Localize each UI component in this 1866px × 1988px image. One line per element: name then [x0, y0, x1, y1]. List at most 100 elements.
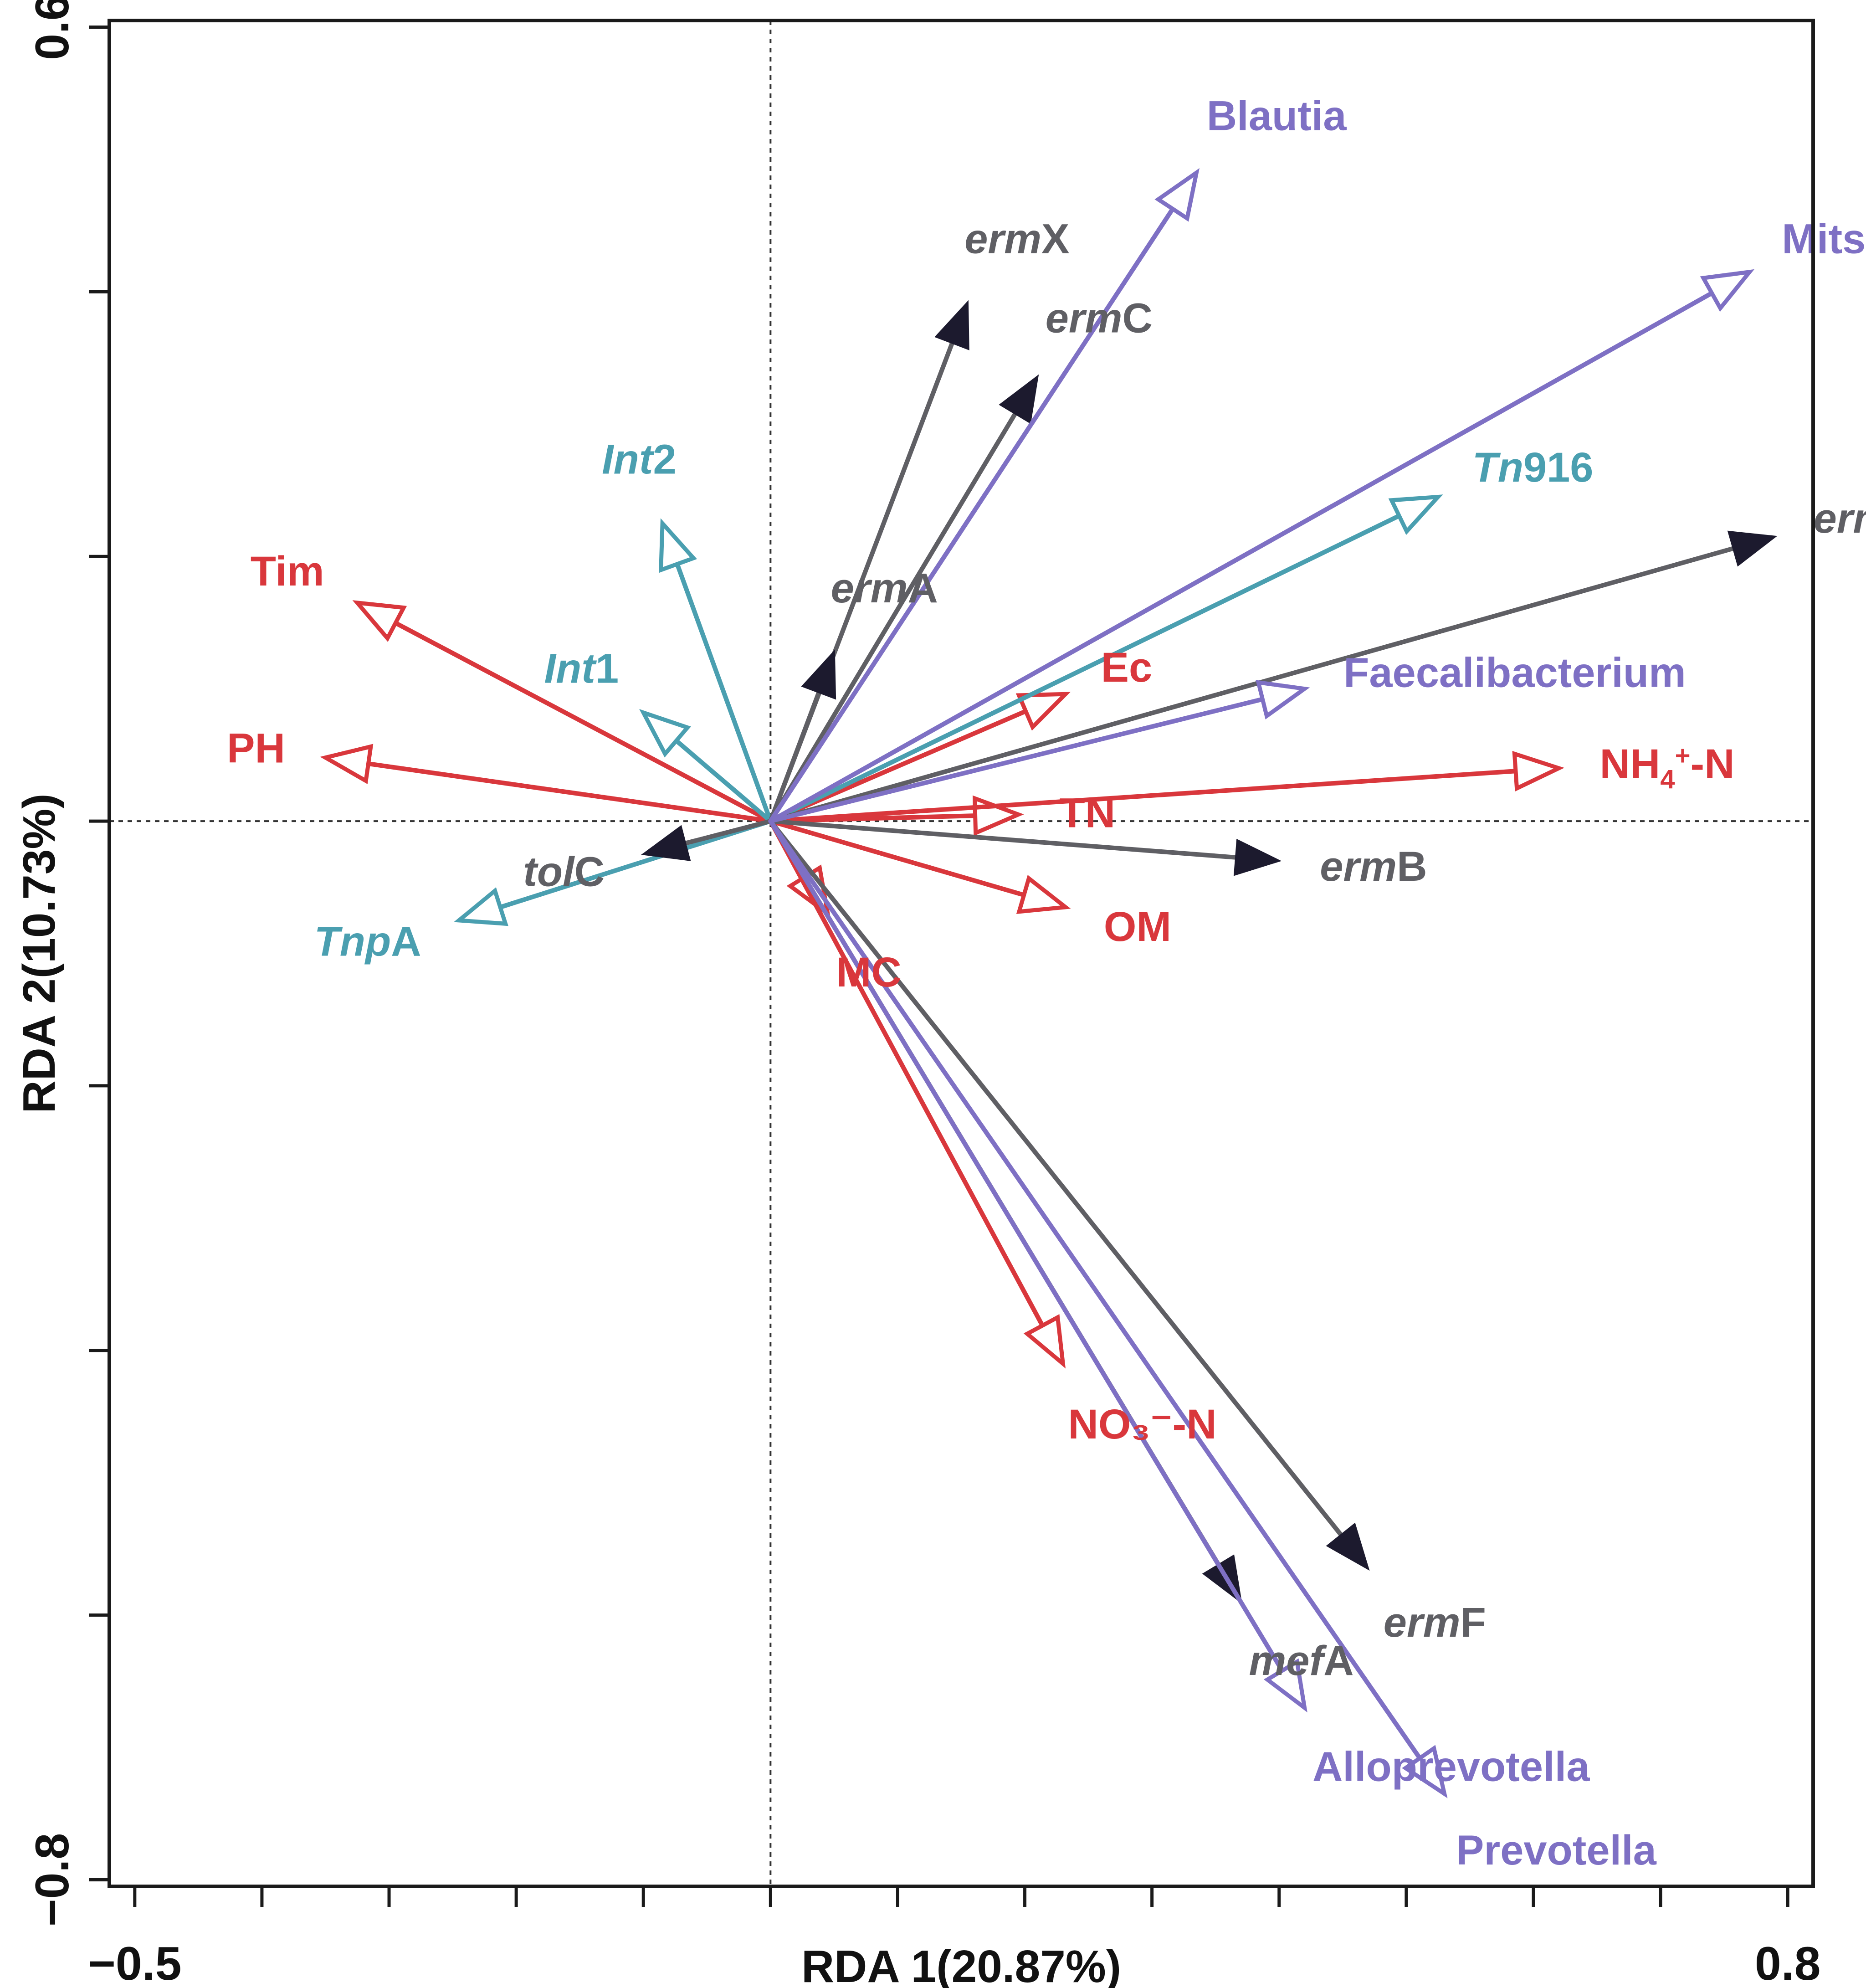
vector-label-alloprevotella: Alloprevotella — [1312, 1743, 1590, 1790]
axis-ticks — [89, 26, 1789, 1907]
arrowhead-nh — [1512, 751, 1564, 792]
vector-label-ec: Ec — [1101, 644, 1153, 691]
arrowhead-blautia — [1154, 168, 1200, 222]
y-axis-title: RDA 2(10.73%) — [14, 793, 65, 1113]
vector-line-faecalibacterium — [768, 697, 1265, 824]
vector-line-int2 — [675, 561, 773, 824]
vector-label-ermc: ermC — [1046, 295, 1153, 342]
vector-label-om: OM — [1104, 904, 1171, 950]
arrowhead-tolc — [641, 825, 691, 861]
arrowhead-ermx — [934, 300, 969, 350]
vector-label-mitsuokella: Mitsuokella — [1782, 216, 1866, 262]
vector-line-prevotella — [768, 819, 1422, 1761]
vector-line-tnpa — [498, 819, 773, 910]
vector-line-tolc — [683, 819, 773, 846]
vector-label-erma: ermA — [831, 565, 938, 611]
x-tick-label-max: 0.8 — [1755, 1937, 1821, 1988]
vector-line-erma — [768, 690, 821, 824]
arrowhead-no-n — [1023, 1314, 1066, 1369]
vector-int2 — [659, 518, 773, 824]
vector-line-ermc — [768, 411, 1018, 824]
arrowhead-alloprevotella — [1263, 1658, 1307, 1713]
vector-label-mc: MC — [836, 949, 902, 996]
vector-label-int2: Int2 — [602, 437, 677, 483]
y-tick-label-min: −0.8 — [26, 1833, 79, 1926]
vector-line-ermb — [768, 819, 1239, 860]
arrowhead-mitsuokella — [1700, 269, 1755, 312]
arrowhead-ermf — [1326, 1522, 1370, 1571]
vector-label-tn916: Tn916 — [1472, 444, 1594, 491]
x-tick-label-min: −0.5 — [88, 1937, 181, 1988]
arrowhead-ermc — [999, 374, 1039, 424]
arrowhead-prevotella — [1402, 1745, 1448, 1798]
arrowhead-ph — [320, 744, 374, 784]
vector-line-tim — [393, 621, 773, 824]
vector-label-mefa: mefA — [1249, 1638, 1353, 1684]
vector-label-tim: Tim — [251, 548, 324, 595]
vector-prevotella — [768, 819, 1448, 1798]
vector-tnpa — [453, 819, 773, 926]
y-tick-label-max: 0.6 — [26, 0, 79, 60]
arrowhead-ec — [1015, 692, 1071, 731]
vector-line-alloprevotella — [768, 819, 1285, 1673]
vector-label-prevotella: Prevotella — [1456, 1827, 1657, 1874]
vector-line-no-n — [768, 819, 1045, 1328]
vector-label-ermx: ermX — [964, 216, 1069, 262]
vector-nh — [768, 751, 1564, 824]
vector-label-tolc: tolC — [523, 848, 605, 895]
vector-line-tn916 — [768, 514, 1402, 824]
vector-faecalibacterium — [768, 680, 1310, 824]
vector-alloprevotella — [768, 819, 1307, 1713]
x-axis-title: RDA 1(20.87%) — [801, 1941, 1121, 1988]
vector-label-ermf: ermF — [1384, 1599, 1486, 1646]
plot-frame — [108, 19, 1815, 1888]
vector-line-om — [768, 819, 1026, 898]
vector-blautia — [768, 168, 1200, 824]
vector-label-no-n: NO₃⁻-N — [1068, 1401, 1216, 1448]
tick-labels: −0.5 0.8 0.6 −0.8 — [26, 0, 1820, 1988]
vector-label-ph: PH — [227, 725, 285, 771]
arrowhead-ermq — [1727, 530, 1778, 567]
vector-label-nh: NH4+-N — [1599, 741, 1734, 794]
vector-label-layer: Tim PH Ec TN NH4+-N OM MC NO₃⁻-N Int2 Int1 TnpA Tn9… — [227, 93, 1866, 1874]
vector-label-ermb: ermB — [1320, 843, 1427, 890]
vector-tim — [352, 600, 773, 824]
vector-ermq — [768, 530, 1778, 824]
vector-label-tn: TN — [1060, 790, 1116, 837]
arrowhead-tn916 — [1388, 494, 1443, 535]
vector-label-int1: Int1 — [544, 646, 619, 692]
vector-tn916 — [768, 494, 1443, 824]
arrowhead-ermb — [1233, 838, 1282, 876]
vector-layer — [320, 168, 1778, 1798]
arrowhead-om — [1016, 875, 1071, 914]
vector-erma — [768, 649, 836, 824]
vector-label-faecalibacterium: Faecalibacterium — [1343, 650, 1686, 696]
vector-int1 — [639, 709, 773, 824]
vector-ermf — [768, 819, 1370, 1571]
vector-line-ph — [366, 761, 773, 824]
vector-mitsuokella — [768, 269, 1755, 824]
vector-label-ermq: ermQ — [1814, 495, 1866, 542]
vector-om — [768, 819, 1071, 914]
vector-line-int1 — [674, 738, 773, 824]
reference-lines — [109, 21, 1813, 1886]
vector-label-blautia: Blautia — [1207, 93, 1347, 139]
arrowhead-erma — [801, 649, 836, 700]
vector-line-ermf — [768, 819, 1343, 1537]
vector-line-mitsuokella — [768, 291, 1714, 824]
vector-tolc — [641, 819, 773, 861]
arrowhead-tim — [352, 600, 407, 642]
vector-no-n — [768, 819, 1066, 1369]
vector-line-ermq — [768, 546, 1736, 824]
arrowhead-faecalibacterium — [1256, 680, 1310, 719]
vector-line-blautia — [768, 206, 1175, 824]
vector-ermb — [768, 819, 1282, 876]
arrowhead-int1 — [639, 709, 691, 758]
vector-line-nh — [768, 769, 1518, 824]
vector-ermc — [768, 374, 1039, 824]
vector-ph — [320, 744, 773, 824]
arrowhead-tnpa — [453, 887, 508, 926]
vector-label-tnpa: TnpA — [314, 918, 421, 965]
arrowhead-int2 — [659, 518, 697, 573]
